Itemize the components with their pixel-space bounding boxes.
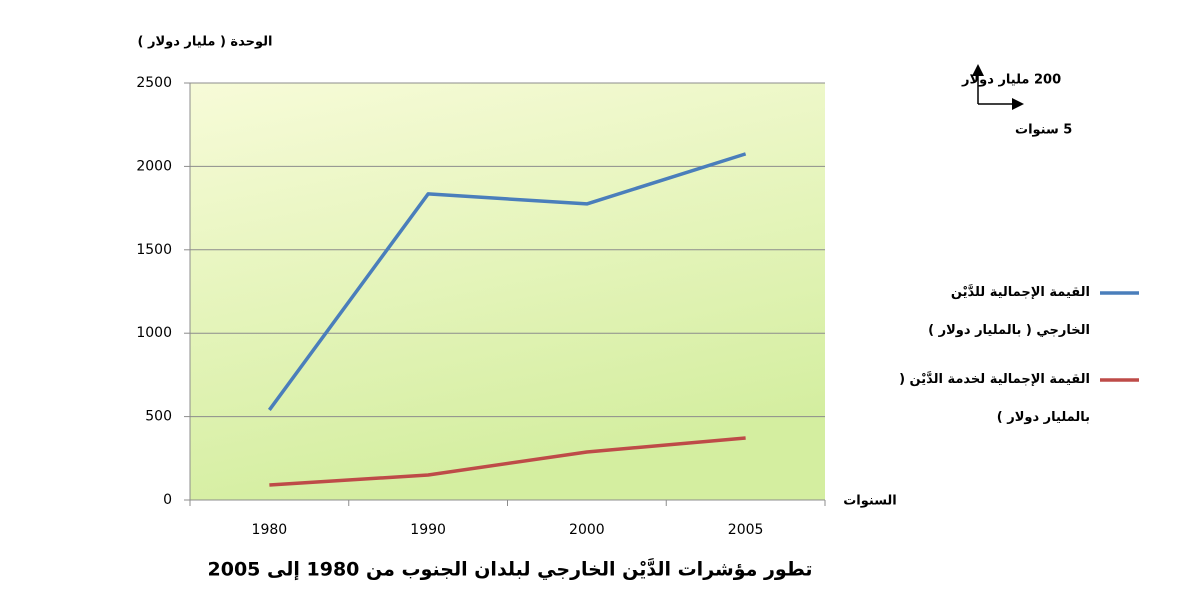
series-line <box>267 152 747 411</box>
scale-annotation: 5 سنوات <box>1015 123 1072 138</box>
y-tick-label: 2500 <box>136 75 172 91</box>
y-tick-label: 1000 <box>136 325 172 341</box>
x-tick-label: 1990 <box>410 522 446 538</box>
plot-area <box>190 83 825 500</box>
chart-title: تطور مؤشرات الدَّيْن الخارجي لبلدان الجن… <box>208 558 813 580</box>
y-axis-label: الوحدة ( مليار دولار ) <box>138 35 273 50</box>
y-tick-label: 2000 <box>136 158 172 174</box>
series-line <box>269 436 746 487</box>
y-tick-label: 0 <box>163 492 172 508</box>
x-tick-label: 2005 <box>728 522 764 538</box>
x-tick-label: 2000 <box>569 522 605 538</box>
y-tick-label: 500 <box>145 409 172 425</box>
legend-label: القيمة الإجمالية لخدمة الدَّيْن ( بالملي… <box>899 372 1090 425</box>
y-tick-label: 1500 <box>136 242 172 258</box>
x-tick-label: 1980 <box>252 522 288 538</box>
legend-label: القيمة الإجمالية للدَّيْن الخارجي ( بالم… <box>928 285 1090 338</box>
scale-annotation: 200 مليار دولار <box>961 73 1061 88</box>
x-axis-label: السنوات <box>843 494 897 509</box>
